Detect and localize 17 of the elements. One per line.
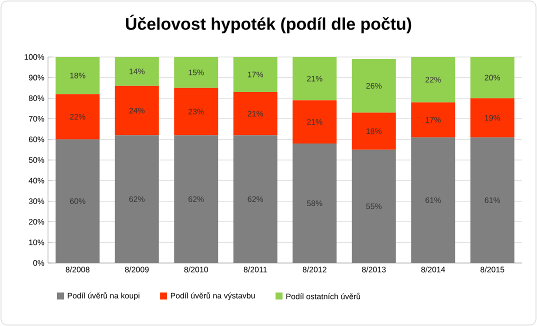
bar (352, 112, 396, 150)
chart-title: Účelovost hypoték (podíl dle počtu) (126, 14, 412, 34)
bar (56, 94, 100, 140)
bar (470, 98, 514, 138)
bar (233, 92, 278, 136)
bar (352, 59, 396, 113)
bar (56, 56, 100, 94)
bar (174, 56, 218, 88)
bar (233, 56, 278, 92)
bar (411, 102, 456, 138)
bar (174, 88, 218, 136)
bar (114, 56, 159, 86)
bar (470, 56, 514, 98)
bar (292, 100, 337, 144)
bar (114, 86, 159, 136)
bar (411, 56, 456, 102)
bar (292, 56, 337, 100)
